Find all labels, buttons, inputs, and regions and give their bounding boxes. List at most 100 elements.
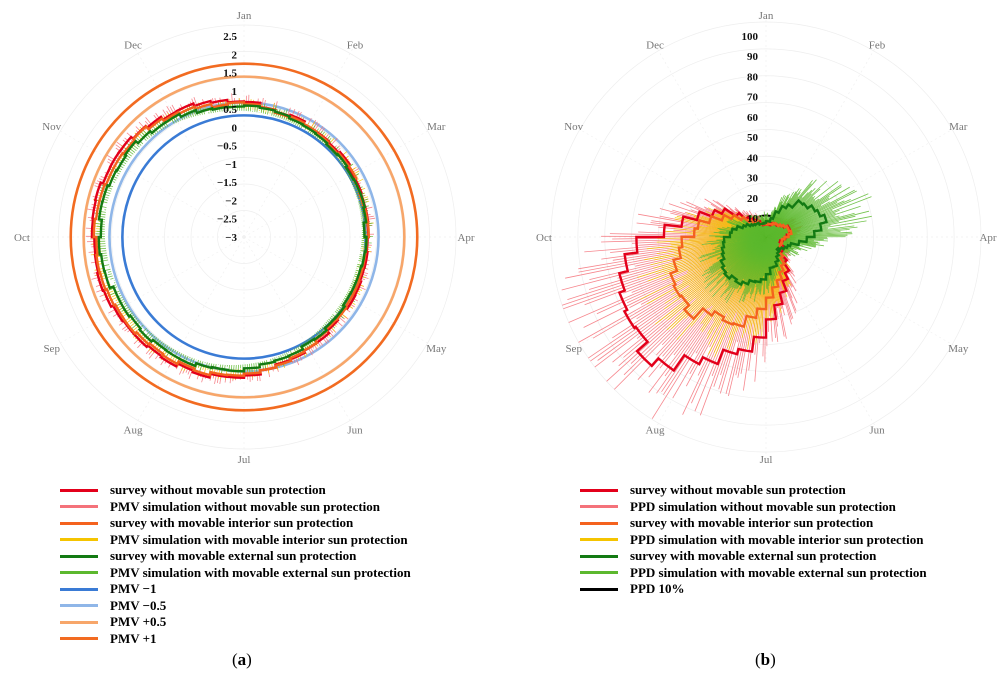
series-spike (196, 105, 201, 116)
radial-tick-label: 40 (747, 152, 759, 164)
series-spike (103, 257, 108, 259)
grid-spoke (243, 236, 355, 428)
series-spike (178, 351, 181, 354)
month-label: Sep (565, 343, 582, 355)
month-label: Jun (347, 424, 363, 436)
series-spike (174, 349, 177, 353)
month-label: Feb (869, 40, 886, 52)
series-spike (293, 348, 296, 353)
panel-label-a: (a) (232, 650, 252, 669)
radial-tick-label: −2 (225, 195, 237, 207)
series-spike (325, 321, 328, 324)
month-label: Jul (760, 454, 773, 466)
series-spike (163, 343, 167, 348)
chart-panel-a: 2.5 2 1.5 1 0.5 0 −0.5 −1 −1.5 −2 −2.5 −3 Jan Feb Mar A… (14, 10, 475, 466)
series-spike (189, 356, 191, 359)
series-spike (113, 282, 116, 284)
radial-tick-label: 30 (747, 173, 759, 185)
month-label: Nov (42, 121, 61, 133)
legend-label: PPD simulation without movable sun prote… (630, 498, 896, 514)
grid-spoke (765, 236, 878, 431)
grid-spoke (53, 236, 245, 348)
series-spike (264, 360, 267, 370)
legend-entry: survey with movable interior sun protect… (580, 515, 927, 532)
legend-label: survey without movable sun protection (630, 482, 846, 498)
month-label: Oct (14, 232, 30, 244)
series-spike (117, 170, 121, 173)
series-spike (118, 292, 121, 295)
radial-tick-label: 60 (747, 112, 759, 124)
series-spike (199, 361, 204, 372)
radial-tick-label: 0 (232, 122, 238, 134)
grid-spoke (133, 46, 245, 238)
series-spike (349, 286, 353, 289)
series-spike (109, 290, 120, 296)
radial-tick-label: 1.5 (223, 68, 237, 80)
reference-circle (82, 75, 406, 399)
grid-spoke (243, 236, 435, 348)
grid-spoke (765, 125, 960, 238)
legend-label: PMV simulation without movable sun prote… (110, 498, 381, 514)
series-spike (319, 139, 322, 142)
legend-swatch (580, 505, 618, 509)
month-label: Feb (347, 40, 364, 52)
series-spike (112, 312, 121, 317)
radial-tick-label: −1.5 (217, 177, 238, 189)
grid-spoke (654, 43, 767, 238)
series-spike (131, 321, 141, 330)
legend-swatch (60, 604, 98, 608)
month-label: Aug (124, 424, 143, 436)
month-label: Jul (238, 454, 251, 466)
series-spike (116, 301, 120, 304)
series-spike (299, 345, 301, 348)
series-spike (328, 318, 331, 321)
panel-label-b-text: b (760, 650, 771, 669)
legend-entry: PMV +0.5 (60, 614, 411, 631)
chart-panel-b: 100 90 80 70 60 50 40 30 20 10 Jan Feb Mar Apr May Jun J… (536, 10, 997, 466)
series-spike (219, 364, 222, 368)
radial-tick-label: −0.5 (217, 141, 238, 153)
legend-entry: PPD simulation with movable external sun… (580, 565, 927, 582)
series-spike (322, 324, 326, 328)
series-spike (126, 308, 131, 312)
series-spike (183, 116, 186, 120)
series-spike (103, 198, 108, 201)
grid-spoke (53, 126, 245, 238)
legend-swatch (580, 571, 618, 575)
legend-label: survey with movable external sun protect… (630, 548, 877, 564)
series-spike (110, 277, 114, 280)
series-spike (318, 329, 323, 334)
radial-tick-label: 1 (232, 86, 238, 98)
month-label: May (948, 343, 969, 355)
legend-entry: PPD simulation with movable interior sun… (580, 532, 927, 549)
grid-circle (190, 183, 298, 291)
radial-tick-label: 100 (742, 31, 759, 43)
legend-panel-b: survey without movable sun protection PPD… (580, 482, 927, 598)
series-spike (153, 335, 156, 338)
grid-circle (631, 102, 901, 372)
panel-label-b: (b) (755, 650, 776, 669)
legend-swatch (60, 587, 98, 591)
series-spike (142, 328, 147, 333)
series-spike (87, 208, 97, 212)
legend-label: PMV −0.5 (110, 597, 167, 613)
legend-label: PMV −1 (110, 581, 157, 597)
legend-swatch (60, 505, 98, 509)
legend-label: PPD simulation with movable external sun… (630, 564, 927, 580)
legend-label: survey with movable interior sun protect… (630, 515, 874, 531)
legend-entry: PMV −1 (60, 581, 411, 598)
month-label: Apr (457, 232, 474, 244)
series-spike (107, 286, 118, 291)
series-spike (107, 271, 112, 273)
radial-tick-label: 80 (747, 71, 759, 83)
legend-panel-a: survey without movable sun protection PMV… (60, 482, 411, 647)
reference-circle (69, 62, 419, 412)
series-spike (212, 110, 214, 113)
legend-entry: PMV simulation with movable interior sun… (60, 532, 411, 549)
series-spike (109, 171, 111, 173)
month-label: Jan (759, 10, 774, 22)
legend-label: survey with movable external sun protect… (110, 548, 357, 564)
series-spike (107, 273, 113, 276)
legend-swatch (60, 571, 98, 575)
series-spike (134, 143, 137, 146)
